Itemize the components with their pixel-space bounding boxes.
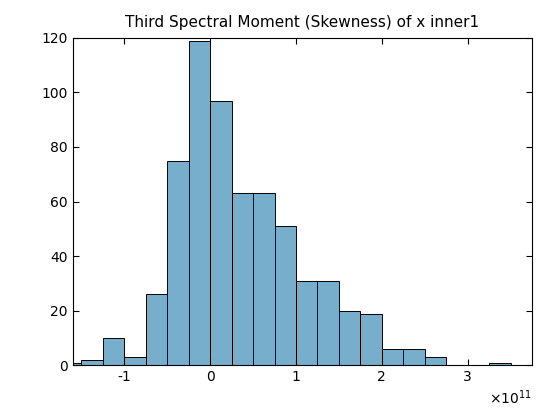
Bar (424, 357, 446, 365)
Bar (103, 338, 124, 365)
Bar (81, 360, 103, 365)
Bar (382, 349, 403, 365)
Bar (360, 313, 382, 365)
Bar (60, 362, 81, 365)
Bar (253, 193, 274, 365)
Title: Third Spectral Moment (Skewness) of x inner1: Third Spectral Moment (Skewness) of x in… (125, 15, 479, 30)
Bar (210, 101, 232, 365)
Bar (403, 349, 424, 365)
Bar (489, 362, 511, 365)
Bar (189, 41, 210, 365)
Bar (167, 161, 189, 365)
Bar (232, 193, 253, 365)
Bar (146, 294, 167, 365)
Bar (124, 357, 146, 365)
Bar (339, 311, 360, 365)
Bar (296, 281, 318, 365)
Text: $\times10^{11}$: $\times10^{11}$ (489, 388, 532, 407)
Bar (318, 281, 339, 365)
Bar (274, 226, 296, 365)
